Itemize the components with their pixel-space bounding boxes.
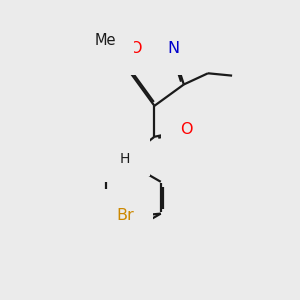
Text: O: O <box>129 41 142 56</box>
Text: Me: Me <box>94 33 116 48</box>
Text: Br: Br <box>116 208 134 223</box>
Text: H: H <box>120 152 130 166</box>
Text: O: O <box>181 122 193 137</box>
Text: N: N <box>167 41 179 56</box>
Text: N: N <box>118 142 130 157</box>
